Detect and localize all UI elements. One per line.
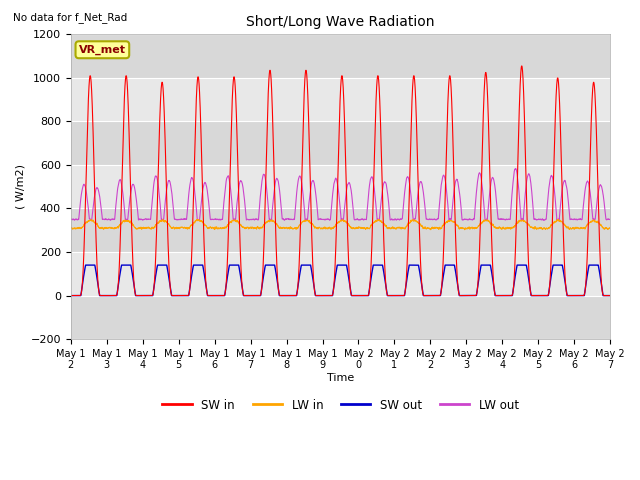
LW out (321, 216, 328, 222)
LW in (606, 225, 614, 231)
Line: SW out: SW out (71, 265, 610, 296)
LW out (540, 217, 547, 223)
SW in (518, 63, 525, 69)
SW in (164, 229, 172, 235)
Bar (71, 78, 610, 121)
SW out (605, 293, 613, 299)
LW in (164, 221, 172, 227)
Text: VR_met: VR_met (79, 45, 126, 55)
LW in (432, 225, 440, 231)
Bar (71, 165, 610, 208)
SW in (492, 293, 500, 299)
SW out (431, 293, 439, 299)
SW in (67, 293, 75, 299)
SW out (492, 293, 500, 299)
Bar (71, 208, 610, 252)
Bar (71, 252, 610, 296)
Bar (71, 35, 610, 78)
SW out (461, 293, 469, 299)
LW in (606, 225, 614, 231)
Line: LW out: LW out (71, 168, 610, 220)
SW in (606, 293, 614, 299)
SW in (605, 293, 613, 299)
Legend: SW in, LW in, SW out, LW out: SW in, LW in, SW out, LW out (157, 394, 524, 416)
LW out (606, 217, 614, 223)
LW in (321, 225, 328, 231)
LW in (492, 226, 500, 231)
LW out (461, 216, 469, 222)
SW in (431, 293, 439, 299)
LW out (606, 216, 614, 222)
Bar (71, 296, 610, 339)
LW out (431, 216, 439, 222)
LW in (461, 225, 469, 231)
Line: LW in: LW in (71, 219, 610, 229)
SW out (164, 268, 172, 274)
Line: SW in: SW in (71, 66, 610, 296)
LW out (67, 216, 75, 222)
LW out (492, 192, 500, 197)
X-axis label: Time: Time (327, 373, 354, 383)
LW in (195, 216, 203, 222)
LW out (512, 166, 520, 171)
SW in (321, 293, 328, 299)
SW out (67, 293, 75, 299)
LW in (427, 227, 435, 232)
LW in (67, 225, 75, 231)
SW out (606, 293, 614, 299)
SW out (321, 293, 328, 299)
LW out (164, 180, 172, 186)
Bar (71, 121, 610, 165)
Y-axis label: ( W/m2): ( W/m2) (15, 164, 25, 209)
Text: No data for f_Net_Rad: No data for f_Net_Rad (13, 12, 127, 23)
Title: Short/Long Wave Radiation: Short/Long Wave Radiation (246, 15, 435, 29)
SW in (461, 293, 469, 299)
SW out (82, 262, 90, 268)
